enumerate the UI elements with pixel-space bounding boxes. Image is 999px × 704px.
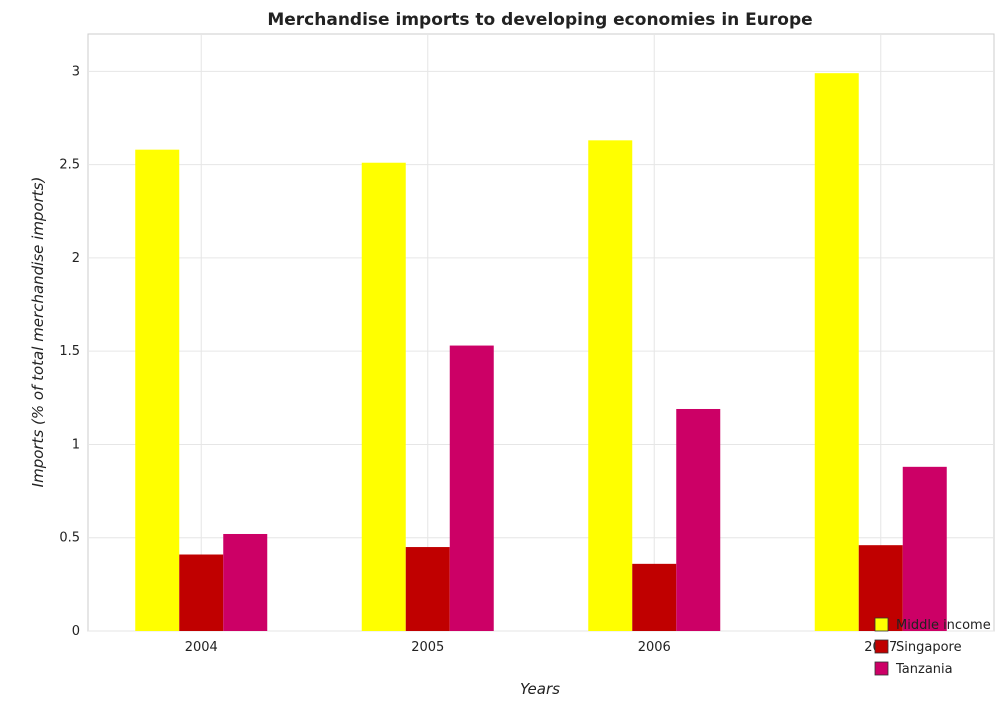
bar-singapore-2004: [179, 554, 224, 631]
x-axis-label: Years: [520, 680, 560, 698]
bar-middle-income-2007: [814, 73, 859, 632]
y-tick-label: 3: [72, 64, 80, 79]
chart-title: Merchandise imports to developing econom…: [267, 10, 812, 30]
bar-middle-income-2005: [361, 162, 406, 631]
bar-middle-income-2006: [588, 140, 633, 631]
y-axis-ticks: 0 0.5 1 1.5 2 2.5 3: [59, 64, 80, 639]
bar-singapore-2006: [632, 563, 677, 631]
bar-tanzania-2004: [223, 533, 268, 631]
bar-tanzania-2007: [902, 466, 947, 631]
bar-middle-income-2004: [135, 149, 180, 631]
y-tick-label: 1.5: [59, 344, 80, 359]
legend-label: Middle income: [896, 618, 991, 633]
legend-label: Singapore: [896, 640, 962, 655]
bar-singapore-2005: [405, 547, 450, 631]
bar-tanzania-2006: [676, 408, 721, 631]
legend-swatch: [874, 617, 889, 632]
x-tick-label: 2005: [411, 640, 444, 655]
legend-swatch: [874, 639, 889, 654]
x-tick-label: 2006: [638, 640, 671, 655]
bar-singapore-2007: [858, 545, 903, 631]
y-tick-label: 0: [72, 624, 80, 639]
legend-swatch: [874, 661, 889, 676]
y-tick-label: 0.5: [59, 531, 80, 546]
bar-tanzania-2005: [449, 345, 494, 631]
legend: Middle income Singapore Tanzania: [874, 617, 991, 677]
legend-label: Tanzania: [895, 662, 953, 677]
x-tick-label: 2004: [185, 640, 218, 655]
y-tick-label: 2.5: [59, 158, 80, 173]
y-tick-label: 1: [72, 437, 80, 452]
bars: [135, 73, 947, 632]
y-tick-label: 2: [72, 251, 80, 266]
y-axis-label: Imports (% of total merchandise imports): [29, 177, 47, 488]
x-axis-ticks: 2004200520062007: [185, 640, 898, 655]
